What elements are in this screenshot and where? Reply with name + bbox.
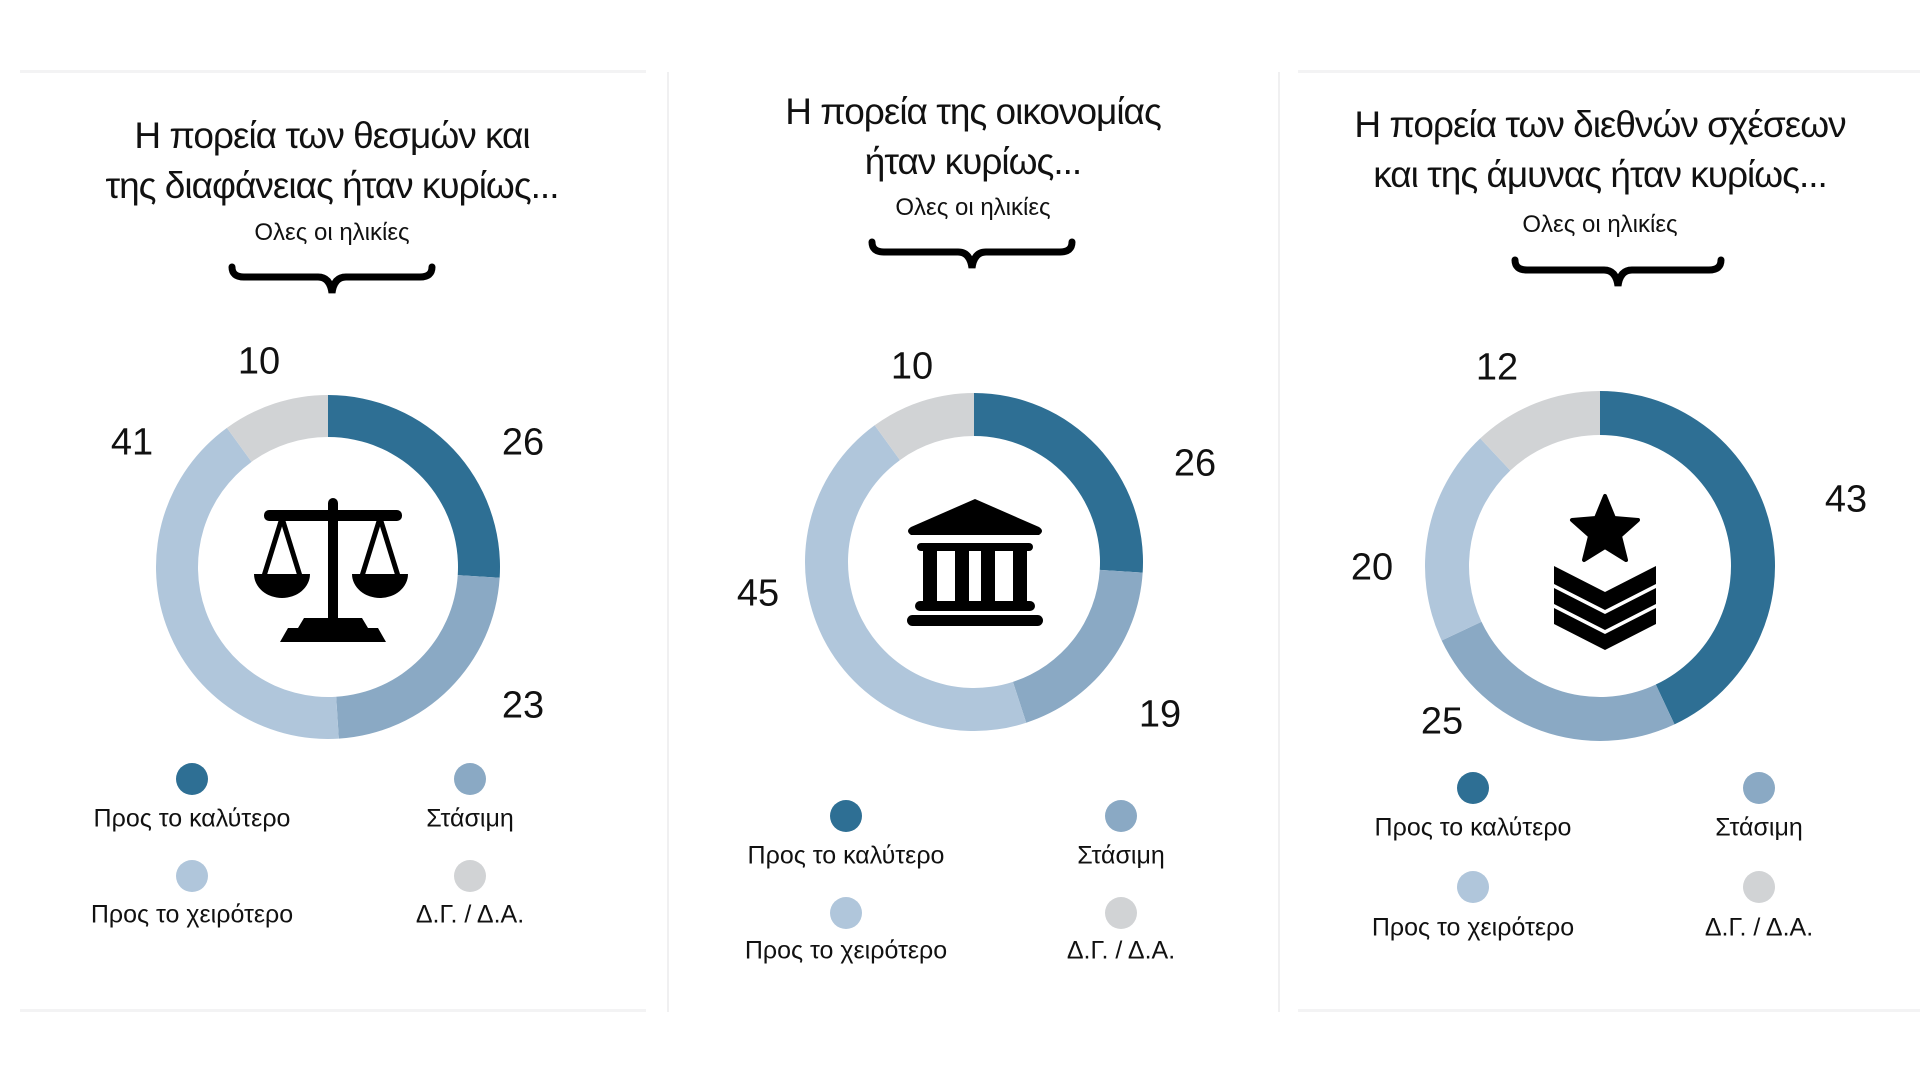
legend-dot-dk: [1105, 897, 1137, 929]
panel-economy: Η πορεία της οικονομίας ήταν κυρίως... Ο…: [668, 0, 1278, 1080]
panel-1-bottom-rule: [20, 1009, 646, 1012]
legend-dot-better: [176, 763, 208, 795]
legend-dot-stagnant: [454, 763, 486, 795]
legend-label-worse: Προς το χειρότερο: [90, 900, 294, 929]
legend-dot-dk: [454, 860, 486, 892]
legend-dot-dk: [1743, 871, 1775, 903]
panel-title: Η πορεία των διεθνών σχέσεων και της άμυ…: [1280, 100, 1920, 200]
panel-3-top-rule: [1298, 70, 1920, 73]
value-stagnant: 23: [501, 684, 545, 727]
panel-1-top-rule: [20, 70, 646, 73]
panel-title: Η πορεία της οικονομίας ήταν κυρίως...: [668, 87, 1278, 187]
curly-brace-icon: [228, 263, 436, 294]
scales-of-justice-icon: [254, 498, 408, 642]
value-dk: 10: [237, 340, 281, 383]
legend-label-worse: Προς το χειρότερο: [1371, 913, 1575, 942]
panel-subtitle: Ολες οι ηλικίες: [1522, 211, 1678, 238]
legend-dot-better: [830, 800, 862, 832]
legend-label-stagnant: Στάσιμη: [1077, 841, 1165, 870]
donut-segment-worse: [1425, 438, 1511, 641]
legend-label-worse: Προς το χειρότερο: [744, 936, 948, 965]
value-dk: 10: [890, 345, 934, 388]
value-better: 26: [1173, 442, 1217, 485]
legend-dot-worse: [176, 860, 208, 892]
value-stagnant: 19: [1138, 693, 1182, 736]
donut-segment-dk: [226, 395, 328, 462]
donut-chart: [1425, 391, 1775, 741]
separator-2: [1278, 72, 1280, 1012]
panel-subtitle: Ολες οι ηλικίες: [895, 194, 1051, 221]
donut-segment-better: [1600, 391, 1775, 725]
panel-title-line-1: Η πορεία της οικονομίας: [785, 91, 1162, 132]
panel-title-line-2: και της άμυνας ήταν κυρίως...: [1373, 154, 1828, 195]
donut-chart: [156, 395, 500, 739]
panel-title-line-1: Η πορεία των διεθνών σχέσεων: [1354, 104, 1846, 145]
donut-segment-stagnant: [336, 575, 500, 739]
legend-dot-better: [1457, 772, 1489, 804]
panel-subtitle: Ολες οι ηλικίες: [254, 219, 410, 246]
legend-label-better: Προς το καλύτερο: [1374, 813, 1572, 842]
bank-building-icon: [907, 499, 1043, 626]
legend-dot-stagnant: [1105, 800, 1137, 832]
donut-segment-worse: [156, 427, 339, 739]
value-better: 43: [1824, 478, 1868, 521]
donut-segment-stagnant: [1441, 621, 1675, 741]
legend-label-dk: Δ.Γ. / Δ.Α.: [1704, 913, 1814, 942]
value-stagnant: 25: [1420, 700, 1464, 743]
panel-title: Η πορεία των θεσμών και της διαφάνειας ή…: [0, 111, 664, 211]
legend-dot-worse: [1457, 871, 1489, 903]
value-worse: 45: [736, 572, 780, 615]
donut-chart: [805, 393, 1143, 731]
donut-segment-dk: [1480, 391, 1600, 471]
legend-label-dk: Δ.Γ. / Δ.Α.: [415, 900, 525, 929]
value-worse: 41: [110, 421, 154, 464]
donut-segment-worse: [805, 425, 1027, 731]
donut-segment-better: [328, 395, 500, 578]
panel-title-line-1: Η πορεία των θεσμών και: [134, 115, 530, 156]
legend-label-stagnant: Στάσιμη: [1715, 813, 1803, 842]
separator-1: [667, 72, 669, 1012]
panel-institutions: Η πορεία των θεσμών και της διαφάνειας ή…: [0, 0, 664, 1080]
donut-segment-better: [974, 393, 1143, 573]
value-worse: 20: [1350, 546, 1394, 589]
donut-segment-dk: [874, 393, 974, 461]
legend-label-better: Προς το καλύτερο: [747, 841, 945, 870]
legend-label-dk: Δ.Γ. / Δ.Α.: [1066, 936, 1176, 965]
value-better: 26: [501, 421, 545, 464]
legend-dot-worse: [830, 897, 862, 929]
curly-brace-icon: [1511, 256, 1725, 287]
value-dk: 12: [1475, 346, 1519, 389]
legend-label-stagnant: Στάσιμη: [426, 804, 514, 833]
military-rank-icon: [1554, 494, 1656, 650]
panel-title-line-2: της διαφάνειας ήταν κυρίως...: [105, 165, 559, 206]
donut-segment-stagnant: [1012, 569, 1143, 723]
panel-3-bottom-rule: [1298, 1009, 1920, 1012]
legend-dot-stagnant: [1743, 772, 1775, 804]
legend-label-better: Προς το καλύτερο: [93, 804, 291, 833]
panel-title-line-2: ήταν κυρίως...: [864, 141, 1082, 182]
panel-foreign-relations-defense: Η πορεία των διεθνών σχέσεων και της άμυ…: [1280, 0, 1920, 1080]
curly-brace-icon: [868, 238, 1076, 269]
